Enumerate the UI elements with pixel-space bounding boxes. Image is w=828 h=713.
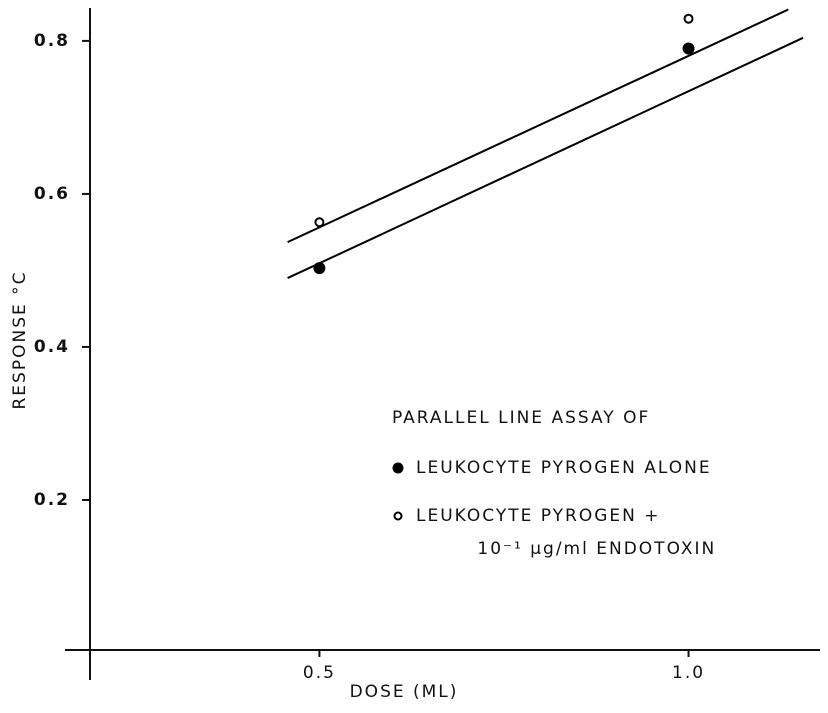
data-point (683, 13, 694, 24)
data-point (313, 262, 326, 275)
legend-title: PARALLEL LINE ASSAY OF (392, 408, 650, 428)
data-point (682, 42, 695, 55)
legend-marker (393, 511, 403, 521)
y-tick-label: 0.6 (34, 184, 70, 204)
data-point (314, 217, 325, 228)
y-tick-label: 0.2 (34, 490, 70, 510)
y-tick-label: 0.8 (34, 31, 70, 51)
y-tick-label: 0.4 (34, 337, 70, 357)
x-tick-label: 0.5 (303, 663, 336, 683)
y-axis-label: RESPONSE °C (10, 271, 30, 410)
fit-line (287, 8, 789, 244)
legend-label: LEUKOCYTE PYROGEN + 10⁻¹ µg/ml ENDOTOXIN (416, 506, 716, 559)
legend-line: 10⁻¹ µg/ml ENDOTOXIN (470, 539, 716, 559)
x-tick-label: 1.0 (672, 663, 705, 683)
x-axis-label: DOSE (ML) (350, 682, 459, 702)
legend-label: LEUKOCYTE PYROGEN ALONE (416, 458, 712, 478)
legend-line: LEUKOCYTE PYROGEN + (416, 506, 660, 526)
legend-marker (392, 462, 404, 474)
fit-line (287, 36, 804, 279)
